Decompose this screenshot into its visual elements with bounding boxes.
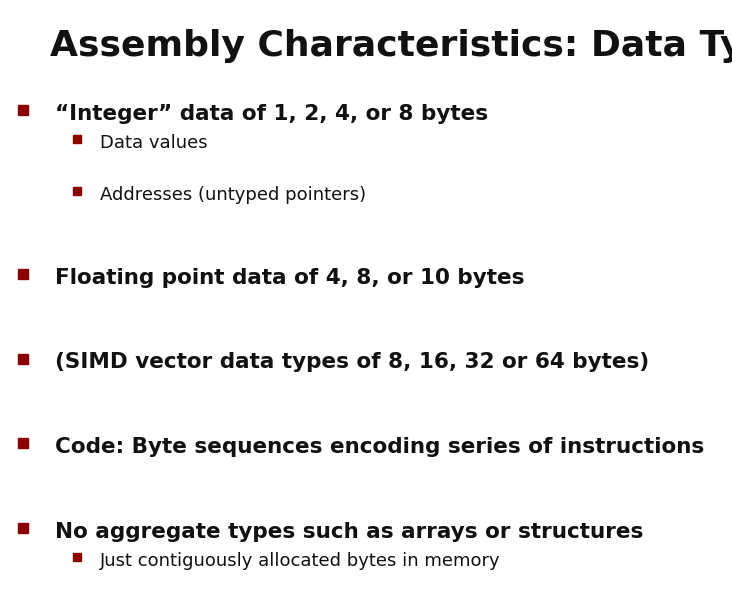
Text: Floating point data of 4, 8, or 10 bytes: Floating point data of 4, 8, or 10 bytes: [55, 267, 525, 287]
Text: “Integer” data of 1, 2, 4, or 8 bytes: “Integer” data of 1, 2, 4, or 8 bytes: [55, 104, 488, 124]
Bar: [73, 187, 81, 195]
Bar: [18, 523, 28, 533]
Text: (SIMD vector data types of 8, 16, 32 or 64 bytes): (SIMD vector data types of 8, 16, 32 or …: [55, 352, 649, 372]
Text: No aggregate types such as arrays or structures: No aggregate types such as arrays or str…: [55, 522, 643, 542]
Bar: [73, 552, 81, 561]
Bar: [18, 438, 28, 448]
Bar: [18, 353, 28, 363]
Text: Assembly Characteristics: Data Types: Assembly Characteristics: Data Types: [50, 29, 732, 63]
Text: Addresses (untyped pointers): Addresses (untyped pointers): [100, 186, 366, 204]
Bar: [18, 269, 28, 279]
Text: Just contiguously allocated bytes in memory: Just contiguously allocated bytes in mem…: [100, 551, 501, 570]
Bar: [73, 135, 81, 143]
Text: Data values: Data values: [100, 134, 208, 152]
Bar: [18, 105, 28, 115]
Text: Code: Byte sequences encoding series of instructions: Code: Byte sequences encoding series of …: [55, 437, 704, 457]
